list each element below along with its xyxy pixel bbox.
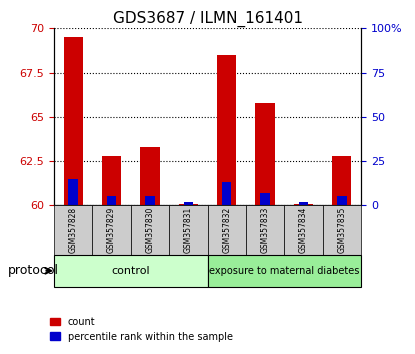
FancyBboxPatch shape xyxy=(54,205,93,255)
Text: control: control xyxy=(111,266,150,276)
Bar xyxy=(140,147,159,205)
FancyBboxPatch shape xyxy=(246,205,284,255)
Bar xyxy=(337,196,347,205)
FancyBboxPatch shape xyxy=(208,255,361,287)
Bar xyxy=(299,202,308,205)
Text: GSM357831: GSM357831 xyxy=(184,207,193,253)
Bar xyxy=(183,202,193,205)
FancyBboxPatch shape xyxy=(169,205,208,255)
Bar xyxy=(260,193,270,205)
Bar xyxy=(68,179,78,205)
Bar xyxy=(332,156,352,205)
Text: GSM357833: GSM357833 xyxy=(261,207,270,253)
Bar xyxy=(217,55,236,205)
FancyBboxPatch shape xyxy=(93,205,131,255)
Text: protocol: protocol xyxy=(8,264,59,277)
Text: GSM357832: GSM357832 xyxy=(222,207,231,253)
Bar xyxy=(222,182,232,205)
FancyBboxPatch shape xyxy=(131,205,169,255)
Bar xyxy=(294,204,313,205)
FancyBboxPatch shape xyxy=(54,255,208,287)
Bar xyxy=(256,103,275,205)
Text: GSM357828: GSM357828 xyxy=(68,207,78,253)
Bar xyxy=(179,204,198,205)
FancyBboxPatch shape xyxy=(208,205,246,255)
Bar xyxy=(107,196,116,205)
Bar xyxy=(63,37,83,205)
Bar xyxy=(145,196,155,205)
FancyBboxPatch shape xyxy=(323,205,361,255)
Text: GSM357829: GSM357829 xyxy=(107,207,116,253)
Title: GDS3687 / ILMN_161401: GDS3687 / ILMN_161401 xyxy=(112,11,303,27)
Text: GSM357834: GSM357834 xyxy=(299,207,308,253)
Bar xyxy=(102,156,121,205)
FancyBboxPatch shape xyxy=(284,205,323,255)
Legend: count, percentile rank within the sample: count, percentile rank within the sample xyxy=(46,313,237,346)
Text: exposure to maternal diabetes: exposure to maternal diabetes xyxy=(209,266,359,276)
Text: GSM357830: GSM357830 xyxy=(145,207,154,253)
Text: GSM357835: GSM357835 xyxy=(337,207,347,253)
